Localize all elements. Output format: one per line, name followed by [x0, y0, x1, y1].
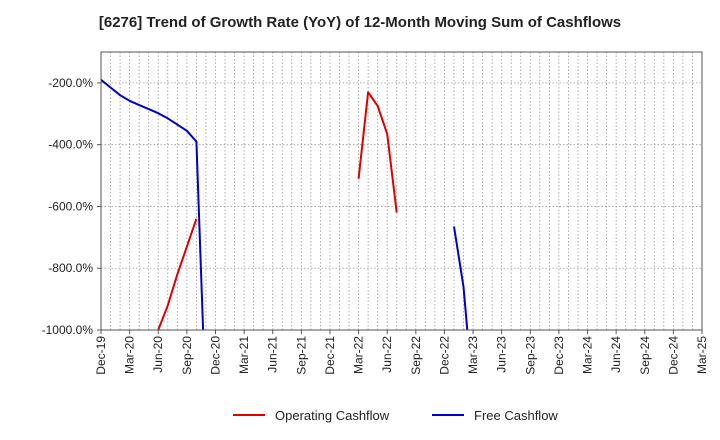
x-tick-label: Dec-20 [208, 336, 222, 375]
x-tick-label: Mar-25 [695, 336, 709, 374]
x-tick-label: Dec-22 [437, 336, 451, 375]
x-tick-label: Jun-22 [380, 336, 394, 373]
x-tick-label: Dec-23 [552, 336, 566, 375]
series-1-line-segment-0 [100, 79, 205, 331]
x-axis-ticks: Dec-19 Mar-20 Jun-20 Sep-20 Dec-20 Mar-21 Jun-… [94, 330, 709, 375]
x-tick-label: Sep-22 [409, 336, 423, 375]
x-tick-label: Dec-24 [666, 336, 680, 375]
legend-label-0: Operating Cashflow [275, 408, 390, 423]
x-tick-label: Mar-22 [352, 336, 366, 374]
x-tick-label: Jun-23 [495, 336, 509, 373]
x-tick-label: Jun-20 [151, 336, 165, 373]
y-tick-label: -200.0% [48, 76, 93, 90]
chart-title: [6276] Trend of Growth Rate (YoY) of 12-… [98, 14, 622, 31]
plot-frame [100, 51, 703, 331]
series-lines [100, 79, 469, 331]
legend-label-1: Free Cashflow [474, 408, 558, 423]
grid [101, 52, 702, 330]
x-tick-label: Mar-21 [237, 336, 251, 374]
x-tick-label: Sep-24 [638, 336, 652, 375]
y-axis-ticks: -200.0% -400.0% -600.0% -800.0% -1000.0% [42, 76, 101, 337]
plot-border [100, 51, 703, 331]
x-tick-label: Mar-24 [581, 336, 595, 374]
y-tick-label: -1000.0% [42, 323, 94, 337]
x-tick-label: Sep-21 [294, 336, 308, 375]
y-tick-label: -800.0% [48, 261, 93, 275]
series-1-line-segment-1 [453, 226, 469, 331]
x-tick-label: Mar-23 [466, 336, 480, 374]
x-tick-label: Dec-19 [94, 336, 108, 375]
x-tick-label: Sep-23 [523, 336, 537, 375]
series-0-line-segment-0 [157, 218, 198, 331]
x-tick-label: Jun-24 [609, 336, 623, 373]
x-tick-label: Dec-21 [323, 336, 337, 375]
y-tick-label: -400.0% [48, 138, 93, 152]
y-tick-label: -600.0% [48, 199, 93, 213]
x-tick-label: Sep-20 [180, 336, 194, 375]
legend: Operating Cashflow Free Cashflow [233, 408, 558, 423]
x-tick-label: Mar-20 [123, 336, 137, 374]
x-tick-label: Jun-21 [266, 336, 280, 373]
series-0-line-segment-1 [357, 91, 398, 213]
